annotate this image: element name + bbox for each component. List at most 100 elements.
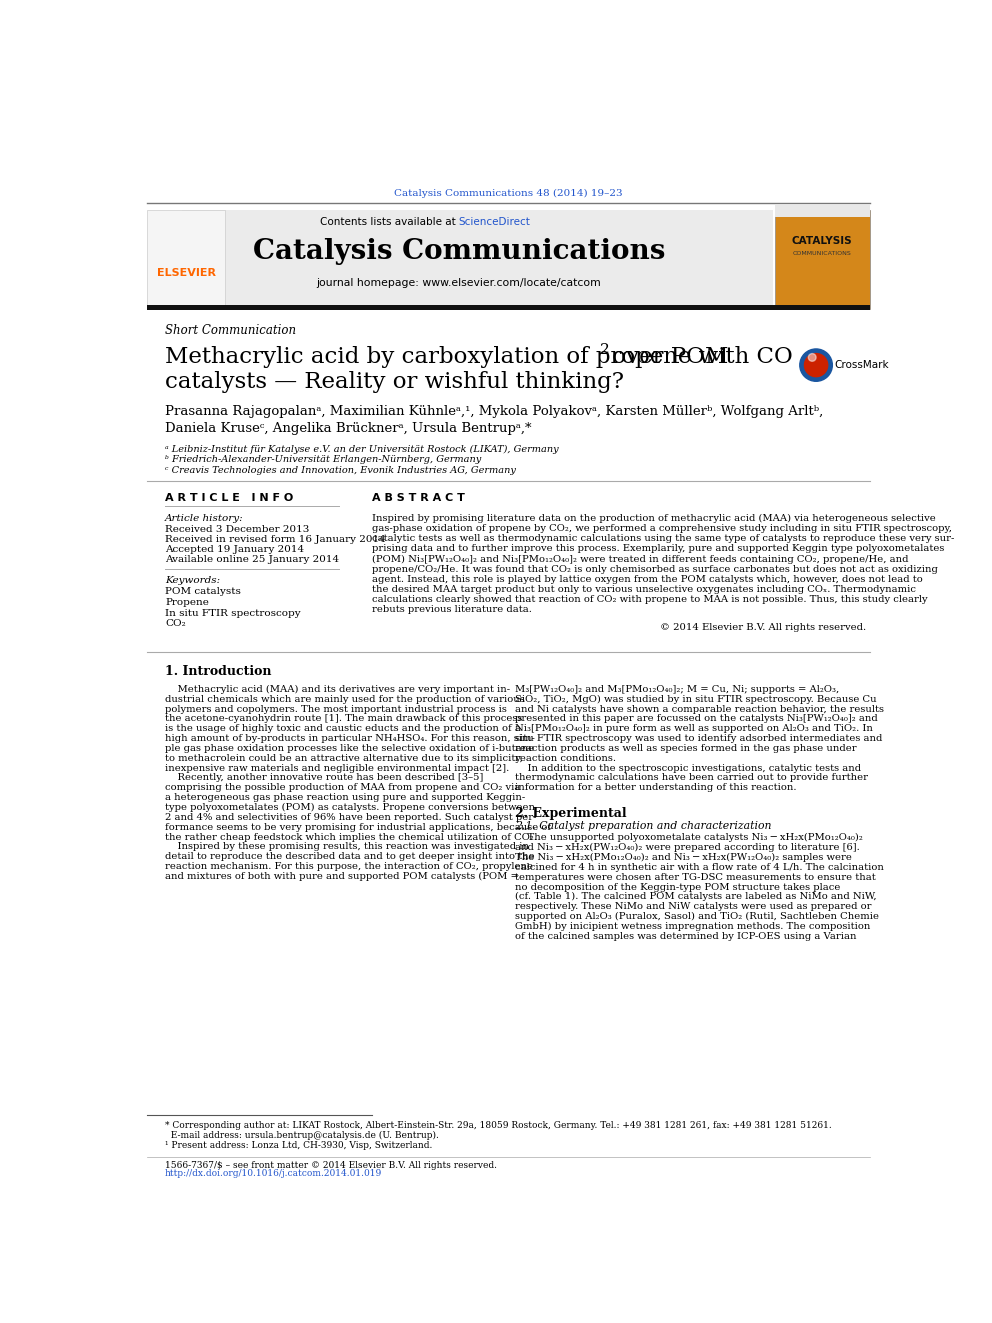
Text: CATALYSIS: CATALYSIS (792, 235, 852, 246)
Circle shape (805, 353, 827, 377)
Text: type polyoxometalates (POM) as catalysts. Propene conversions between: type polyoxometalates (POM) as catalysts… (165, 803, 535, 812)
Text: POM catalysts: POM catalysts (165, 587, 241, 595)
Text: agent. Instead, this role is played by lattice oxygen from the POM catalysts whi: agent. Instead, this role is played by l… (372, 574, 923, 583)
Text: ScienceDirect: ScienceDirect (458, 217, 531, 228)
Text: The Ni₃ − xH₂x(PMo₁₂O₄₀)₂ and Ni₃ − xH₂x(PW₁₂O₄₀)₂ samples were: The Ni₃ − xH₂x(PMo₁₂O₄₀)₂ and Ni₃ − xH₂x… (516, 853, 852, 863)
Text: (cf. Table 1). The calcined POM catalysts are labeled as NiMo and NiW,: (cf. Table 1). The calcined POM catalyst… (516, 892, 877, 901)
Text: Available online 25 January 2014: Available online 25 January 2014 (165, 554, 339, 564)
Text: A B S T R A C T: A B S T R A C T (372, 493, 465, 503)
Text: formance seems to be very promising for industrial applications, because of: formance seems to be very promising for … (165, 823, 552, 832)
Text: the rather cheap feedstock which implies the chemical utilization of CO₂.: the rather cheap feedstock which implies… (165, 832, 537, 841)
Text: reaction conditions.: reaction conditions. (516, 754, 616, 763)
Text: is the usage of highly toxic and caustic educts and the production of a: is the usage of highly toxic and caustic… (165, 724, 521, 733)
Circle shape (808, 353, 816, 361)
Text: temperatures were chosen after TG-DSC measurements to ensure that: temperatures were chosen after TG-DSC me… (516, 873, 876, 881)
Text: In addition to the spectroscopic investigations, catalytic tests and: In addition to the spectroscopic investi… (516, 763, 861, 773)
Text: supported on Al₂O₃ (Puralox, Sasol) and TiO₂ (Rutil, Sachtleben Chemie: supported on Al₂O₃ (Puralox, Sasol) and … (516, 912, 879, 921)
Text: Prasanna Rajagopalanᵃ, Maximilian Kühnleᵃ,¹, Mykola Polyakovᵃ, Karsten Müllerᵇ, : Prasanna Rajagopalanᵃ, Maximilian Kühnle… (165, 405, 823, 418)
Text: detail to reproduce the described data and to get deeper insight into the: detail to reproduce the described data a… (165, 852, 535, 861)
Text: the acetone-cyanohydrin route [1]. The main drawback of this process: the acetone-cyanohydrin route [1]. The m… (165, 714, 523, 724)
Text: ple gas phase oxidation processes like the selective oxidation of i-butane: ple gas phase oxidation processes like t… (165, 744, 535, 753)
Text: high amount of by-products in particular NH₄HSO₄. For this reason, sim-: high amount of by-products in particular… (165, 734, 535, 744)
Text: A R T I C L E   I N F O: A R T I C L E I N F O (165, 493, 294, 503)
Text: 2: 2 (600, 344, 610, 357)
Text: dustrial chemicals which are mainly used for the production of various: dustrial chemicals which are mainly used… (165, 695, 525, 704)
Text: catalysts — Reality or wishful thinking?: catalysts — Reality or wishful thinking? (165, 370, 624, 393)
Bar (147, 210, 225, 308)
Text: calculations clearly showed that reaction of CO₂ with propene to MAA is not poss: calculations clearly showed that reactio… (372, 595, 928, 605)
Text: prising data and to further improve this process. Exemplarily, pure and supporte: prising data and to further improve this… (372, 544, 944, 553)
Text: 1566-7367/$ – see front matter © 2014 Elsevier B.V. All rights reserved.: 1566-7367/$ – see front matter © 2014 El… (165, 1160, 497, 1170)
Text: journal homepage: www.elsevier.com/locate/catcom: journal homepage: www.elsevier.com/locat… (316, 279, 601, 288)
Text: 2 and 4% and selectivities of 96% have been reported. Such catalyst per-: 2 and 4% and selectivities of 96% have b… (165, 812, 537, 822)
Text: 1. Introduction: 1. Introduction (165, 665, 272, 679)
Text: the desired MAA target product but only to various unselective oxygenates includ: the desired MAA target product but only … (372, 585, 916, 594)
Text: Accepted 19 January 2014: Accepted 19 January 2014 (165, 545, 305, 553)
Text: reaction products as well as species formed in the gas phase under: reaction products as well as species for… (516, 744, 857, 753)
Text: Propene: Propene (165, 598, 209, 607)
Text: © 2014 Elsevier B.V. All rights reserved.: © 2014 Elsevier B.V. All rights reserved… (661, 623, 866, 632)
Bar (183, 210, 773, 308)
Text: Methacrylic acid (MAA) and its derivatives are very important in-: Methacrylic acid (MAA) and its derivativ… (165, 685, 510, 693)
Text: Inspired by promising literature data on the production of methacrylic acid (MAA: Inspired by promising literature data on… (372, 513, 935, 523)
Text: calcined for 4 h in synthetic air with a flow rate of 4 L/h. The calcination: calcined for 4 h in synthetic air with a… (516, 863, 884, 872)
Text: COMMUNICATIONS: COMMUNICATIONS (793, 251, 852, 255)
Text: propene/CO₂/He. It was found that CO₂ is only chemisorbed as surface carbonates : propene/CO₂/He. It was found that CO₂ is… (372, 565, 937, 574)
Text: E-mail address: ursula.bentrup@catalysis.de (U. Bentrup).: E-mail address: ursula.bentrup@catalysis… (165, 1131, 438, 1140)
Text: Daniela Kruseᶜ, Angelika Brücknerᵃ, Ursula Bentrupᵃ,*: Daniela Kruseᶜ, Angelika Brücknerᵃ, Ursu… (165, 422, 532, 435)
Text: and mixtures of both with pure and supported POM catalysts (POM =: and mixtures of both with pure and suppo… (165, 872, 519, 881)
Text: and Ni catalysts have shown a comparable reaction behavior, the results: and Ni catalysts have shown a comparable… (516, 705, 885, 713)
Text: Methacrylic acid by carboxylation of propene with CO: Methacrylic acid by carboxylation of pro… (165, 347, 793, 368)
Text: a heterogeneous gas phase reaction using pure and supported Keggin-: a heterogeneous gas phase reaction using… (165, 794, 526, 802)
Circle shape (800, 349, 832, 381)
Text: * Corresponding author at: LIKAT Rostock, Albert-Einstein-Str. 29a, 18059 Rostoc: * Corresponding author at: LIKAT Rostock… (165, 1122, 832, 1130)
Text: Short Communication: Short Communication (165, 324, 297, 337)
Text: M₃[PW₁₂O₄₀]₂ and M₃[PMo₁₂O₄₀]₂; M = Cu, Ni; supports = Al₂O₃,: M₃[PW₁₂O₄₀]₂ and M₃[PMo₁₂O₄₀]₂; M = Cu, … (516, 685, 839, 693)
Text: Article history:: Article history: (165, 513, 244, 523)
Text: to methacrolein could be an attractive alternative due to its simplicity,: to methacrolein could be an attractive a… (165, 754, 523, 763)
Text: Keywords:: Keywords: (165, 577, 220, 585)
Text: inexpensive raw materials and negligible environmental impact [2].: inexpensive raw materials and negligible… (165, 763, 509, 773)
Text: http://dx.doi.org/10.1016/j.catcom.2014.01.019: http://dx.doi.org/10.1016/j.catcom.2014.… (165, 1170, 382, 1177)
Text: Recently, another innovative route has been described [3–5]: Recently, another innovative route has b… (165, 774, 483, 782)
Text: ᵃ Leibniz-Institut für Katalyse e.V. an der Universität Rostock (LIKAT), Germany: ᵃ Leibniz-Institut für Katalyse e.V. an … (165, 445, 558, 454)
Text: thermodynamic calculations have been carried out to provide further: thermodynamic calculations have been car… (516, 774, 868, 782)
Text: The unsupported polyoxometalate catalysts Ni₃ − xH₂x(PMo₁₂O₄₀)₂: The unsupported polyoxometalate catalyst… (516, 833, 863, 843)
Text: Received 3 December 2013: Received 3 December 2013 (165, 525, 310, 533)
Text: GmbH) by inicipient wetness impregnation methods. The composition: GmbH) by inicipient wetness impregnation… (516, 922, 871, 931)
Text: 2. Experimental: 2. Experimental (516, 807, 627, 820)
Text: Ni₃[PMo₁₂O₄₀]₂ in pure form as well as supported on Al₂O₃ and TiO₂. In: Ni₃[PMo₁₂O₄₀]₂ in pure form as well as s… (516, 724, 873, 733)
Text: catalytic tests as well as thermodynamic calculations using the same type of cat: catalytic tests as well as thermodynamic… (372, 534, 954, 544)
Bar (775, 205, 870, 217)
Text: Catalysis Communications 48 (2014) 19–23: Catalysis Communications 48 (2014) 19–23 (394, 189, 623, 198)
Text: information for a better understanding of this reaction.: information for a better understanding o… (516, 783, 797, 792)
Text: gas-phase oxidation of propene by CO₂, we performed a comprehensive study includ: gas-phase oxidation of propene by CO₂, w… (372, 524, 952, 533)
Text: ¹ Present address: Lonza Ltd, CH-3930, Visp, Switzerland.: ¹ Present address: Lonza Ltd, CH-3930, V… (165, 1142, 433, 1151)
Text: CO₂: CO₂ (165, 619, 186, 628)
Text: comprising the possible production of MAA from propene and CO₂ via: comprising the possible production of MA… (165, 783, 521, 792)
Text: presented in this paper are focussed on the catalysts Ni₃[PW₁₂O₄₀]₂ and: presented in this paper are focussed on … (516, 714, 878, 724)
Text: respectively. These NiMo and NiW catalysts were used as prepared or: respectively. These NiMo and NiW catalys… (516, 902, 872, 912)
Text: rebuts previous literature data.: rebuts previous literature data. (372, 606, 532, 614)
Text: polymers and copolymers. The most important industrial process is: polymers and copolymers. The most import… (165, 705, 507, 713)
Text: 2.1. Catalyst preparation and characterization: 2.1. Catalyst preparation and characteri… (516, 822, 772, 831)
Text: Inspired by these promising results, this reaction was investigated in: Inspired by these promising results, thi… (165, 843, 529, 852)
Text: (POM) Ni₃[PW₁₂O₄₀]₂ and Ni₃[PMo₁₂O₄₀]₂ were treated in different feeds containin: (POM) Ni₃[PW₁₂O₄₀]₂ and Ni₃[PMo₁₂O₄₀]₂ w… (372, 554, 909, 564)
Text: ᵇ Friedrich-Alexander-Universität Erlangen-Nürnberg, Germany: ᵇ Friedrich-Alexander-Universität Erlang… (165, 455, 481, 464)
Text: no decomposition of the Keggin-type POM structure takes place: no decomposition of the Keggin-type POM … (516, 882, 841, 892)
Text: Received in revised form 16 January 2014: Received in revised form 16 January 2014 (165, 534, 386, 544)
Text: SiO₂, TiO₂, MgO) was studied by in situ FTIR spectroscopy. Because Cu: SiO₂, TiO₂, MgO) was studied by in situ … (516, 695, 877, 704)
Text: over POM: over POM (605, 347, 729, 368)
Text: Contents lists available at: Contents lists available at (319, 217, 458, 228)
Text: situ FTIR spectroscopy was used to identify adsorbed intermediates and: situ FTIR spectroscopy was used to ident… (516, 734, 883, 744)
Text: of the calcined samples was determined by ICP-OES using a Varian: of the calcined samples was determined b… (516, 931, 857, 941)
Text: ELSEVIER: ELSEVIER (157, 267, 215, 278)
Text: and Ni₃ − xH₂x(PW₁₂O₄₀)₂ were prepared according to literature [6].: and Ni₃ − xH₂x(PW₁₂O₄₀)₂ were prepared a… (516, 843, 860, 852)
Text: Catalysis Communications: Catalysis Communications (253, 238, 665, 266)
Text: CrossMark: CrossMark (834, 360, 889, 370)
Text: ᶜ Creavis Technologies and Innovation, Evonik Industries AG, Germany: ᶜ Creavis Technologies and Innovation, E… (165, 466, 516, 475)
Bar (147, 306, 870, 311)
Bar (775, 210, 870, 308)
Text: In situ FTIR spectroscopy: In situ FTIR spectroscopy (165, 609, 301, 618)
Text: reaction mechanism. For this purpose, the interaction of CO₂, propylene: reaction mechanism. For this purpose, th… (165, 863, 533, 872)
